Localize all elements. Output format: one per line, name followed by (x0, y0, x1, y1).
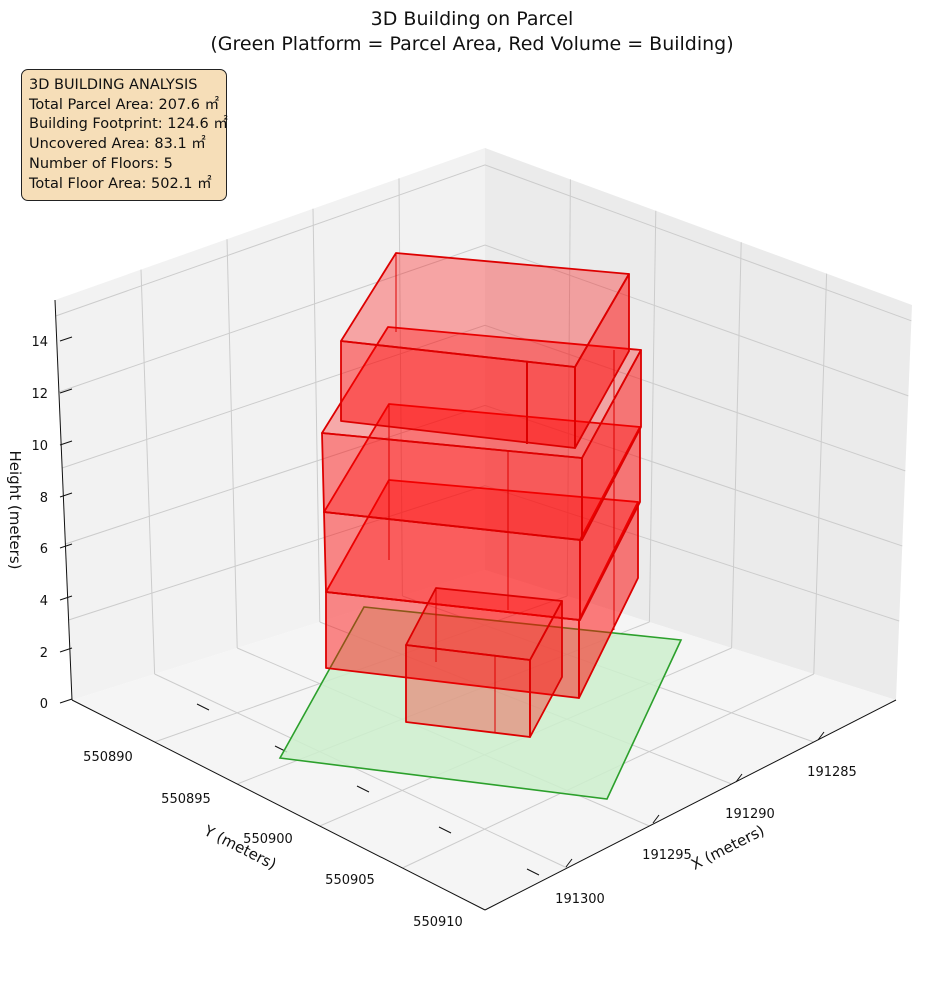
chart-subtitle: (Green Platform = Parcel Area, Red Volum… (210, 33, 733, 55)
y-tick-label: 550900 (243, 832, 293, 847)
y-tick (526, 868, 540, 876)
roof-side-face (574, 273, 630, 449)
info-heading: 3D BUILDING ANALYSIS (29, 77, 198, 93)
x-tick (735, 773, 743, 783)
z-tick-label: 4 (40, 594, 48, 609)
x-axis-label: X (meters) (688, 821, 767, 873)
info-floors: Number of Floors: 5 (29, 155, 173, 172)
z-tick (59, 492, 73, 498)
z-tick (59, 388, 73, 394)
y-axis-line (71, 699, 486, 911)
building-volume (321, 252, 642, 738)
y-tick (356, 785, 370, 793)
z-tick (59, 336, 73, 342)
x-axis-line (484, 699, 897, 911)
x-tick (652, 814, 660, 824)
z-axis-line (54, 299, 73, 701)
left-pane (55, 148, 485, 700)
z-tick (59, 543, 73, 549)
y-axis-label: Y (meters) (200, 821, 279, 873)
x-tick (565, 858, 573, 868)
y-tick (438, 826, 452, 834)
x-tick-label: 191295 (642, 848, 692, 863)
analysis-info-box: 3D BUILDING ANALYSIS Total Parcel Area: … (21, 69, 228, 202)
x-tick-label: 191300 (555, 892, 605, 907)
z-tick (59, 595, 73, 601)
z-tick (59, 698, 73, 704)
z-tick (59, 647, 73, 653)
ground-block-front (405, 644, 531, 738)
x-tick-label: 191290 (725, 807, 775, 822)
ground-block-side (529, 600, 563, 738)
y-tick-label: 550905 (325, 873, 375, 888)
info-building-footprint: Building Footprint: 124.6 ㎡ (29, 116, 228, 133)
z-axis-label: Height (meters) (6, 451, 24, 570)
z-tick-label: 6 (40, 542, 48, 557)
y-tick (196, 703, 210, 711)
info-total-floor-area: Total Floor Area: 502.1 ㎡ (29, 175, 212, 192)
axes (54, 299, 897, 911)
z-tick-label: 14 (31, 335, 48, 350)
tick-labels: 550890 550895 550900 550905 550910 191285 1912… (31, 335, 856, 930)
x-tick-label: 191285 (807, 765, 857, 780)
x-tick (817, 731, 825, 741)
z-tick-label: 10 (31, 439, 48, 454)
floor-side-face (581, 349, 642, 541)
info-uncovered-area: Uncovered Area: 83.1 ㎡ (29, 136, 206, 153)
info-parcel-area: Total Parcel Area: 207.6 ㎡ (29, 96, 220, 113)
y-tick-label: 550895 (161, 792, 211, 807)
z-tick-label: 0 (40, 697, 48, 712)
y-tick-label: 550910 (413, 915, 463, 930)
z-tick-label: 8 (40, 491, 48, 506)
z-tick (59, 440, 73, 446)
chart-title: 3D Building on Parcel (371, 8, 574, 30)
y-tick-label: 550890 (83, 750, 133, 765)
z-tick-label: 12 (31, 387, 48, 402)
z-tick-label: 2 (40, 646, 48, 661)
